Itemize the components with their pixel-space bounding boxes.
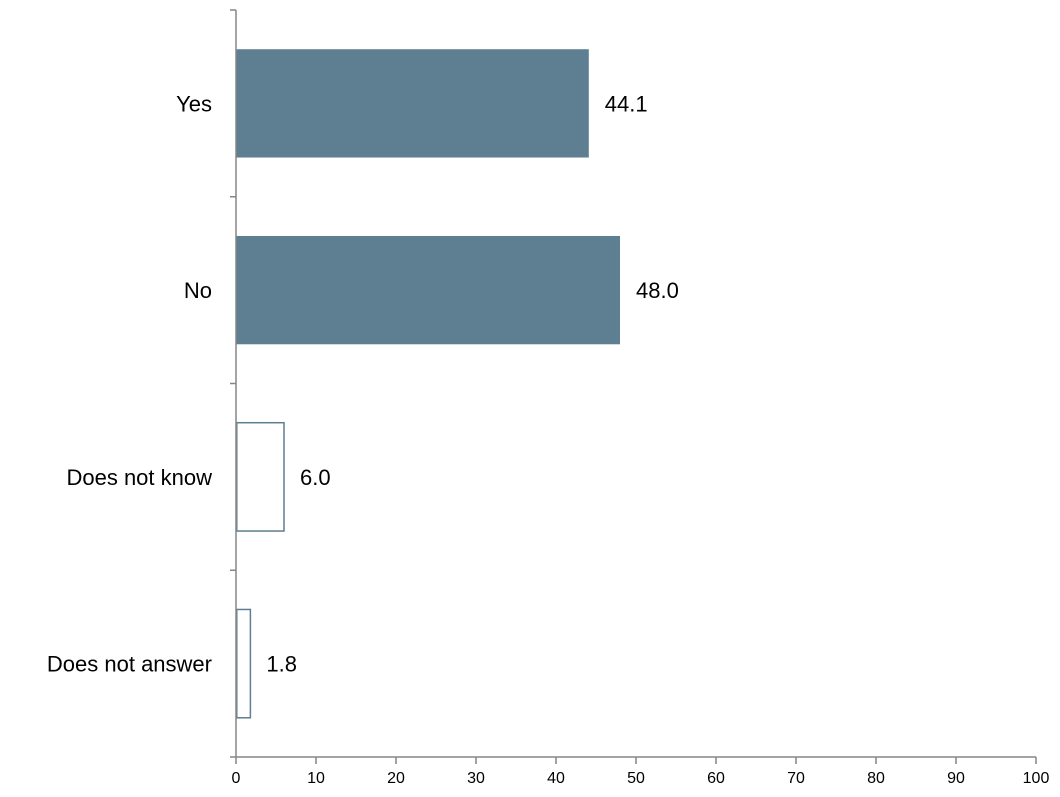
category-label: Does not answer (47, 652, 212, 677)
x-tick-label: 30 (467, 770, 485, 787)
x-tick-label: 40 (547, 770, 565, 787)
value-label: 48.0 (636, 278, 679, 303)
x-tick-label: 100 (1023, 770, 1050, 787)
x-tick-label: 60 (707, 770, 725, 787)
x-tick-label: 20 (387, 770, 405, 787)
value-label: 1.8 (266, 652, 297, 677)
x-tick-label: 90 (947, 770, 965, 787)
bar-does-not-know (236, 421, 285, 532)
x-tick-label: 50 (627, 770, 645, 787)
category-label: Yes (176, 91, 212, 116)
labels-group: 0 10 20 30 40 50 60 70 80 90 100 Yes 44.1 No 48.0 Does … (47, 91, 1050, 787)
x-tick-label: 80 (867, 770, 885, 787)
ticks-group (230, 9, 1037, 764)
category-label: Does not know (66, 465, 212, 490)
x-tick-label: 70 (787, 770, 805, 787)
value-label: 44.1 (605, 91, 648, 116)
value-label: 6.0 (300, 465, 331, 490)
bars-group (236, 49, 620, 719)
bar-no (236, 235, 620, 345)
x-tick-label: 10 (307, 770, 325, 787)
bar-does-not-answer (236, 608, 252, 719)
x-tick-label: 0 (232, 770, 241, 787)
category-label: No (184, 278, 212, 303)
bar-yes (236, 49, 589, 158)
